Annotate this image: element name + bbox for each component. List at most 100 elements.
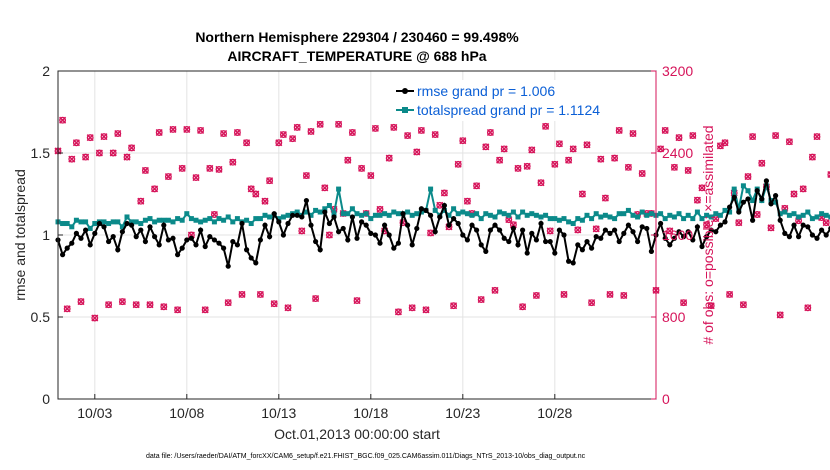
totalspread-point [809, 216, 815, 222]
obs-possible-marker [808, 153, 816, 161]
rmse-point [395, 240, 401, 246]
totalspread-point [248, 221, 254, 227]
obs-possible-marker [611, 154, 619, 162]
totalspread-point [257, 216, 263, 222]
rmse-point [257, 237, 263, 243]
rmse-point [345, 237, 351, 243]
totalspread-point [823, 212, 829, 218]
rmse-point [510, 225, 516, 232]
rmse-point [248, 255, 254, 261]
totalspread-point [455, 211, 461, 217]
rmse-point [612, 227, 618, 233]
obs-assimilated-marker [132, 301, 140, 309]
totalspread-point [432, 207, 438, 213]
obs-assimilated-marker [404, 132, 412, 140]
obs-assimilated-marker [666, 227, 674, 235]
rmse-point [147, 224, 153, 230]
obs-assimilated-marker [822, 219, 830, 227]
y-tick-label-left: 0.5 [31, 309, 51, 325]
obs-assimilated-marker [141, 166, 149, 174]
obs-assimilated-marker [670, 163, 678, 171]
obs-possible-marker [192, 174, 200, 182]
y-tick-label-left: 0 [42, 391, 50, 407]
obs-assimilated-marker [790, 190, 798, 198]
obs-possible-marker [532, 292, 540, 299]
obs-assimilated-marker [703, 221, 711, 229]
obs-assimilated-marker [275, 139, 283, 147]
obs-assimilated-marker [785, 138, 793, 146]
obs-possible-marker [776, 311, 784, 319]
obs-possible-marker [578, 190, 586, 198]
obs-assimilated-marker [615, 126, 623, 134]
obs-possible-marker [675, 134, 683, 142]
totalspread-point [340, 211, 346, 217]
obs-assimilated-marker [542, 122, 550, 130]
rmse-point [759, 196, 765, 202]
totalspread-point [409, 212, 415, 218]
obs-possible-marker [785, 138, 793, 146]
totalspread-point [441, 207, 447, 213]
rmse-point [308, 222, 314, 228]
obs-possible-marker [450, 302, 458, 310]
totalspread-point [359, 212, 365, 218]
rmse-point [129, 222, 135, 228]
obs-assimilated-marker [712, 215, 720, 223]
totalspread-point [101, 219, 107, 225]
totalspread-point [644, 212, 650, 218]
totalspread-point [138, 221, 144, 227]
obs-possible-marker [146, 301, 154, 309]
obs-possible-marker [689, 132, 697, 140]
rmse-point [349, 214, 355, 220]
totalspread-point [285, 212, 291, 218]
totalspread-point [635, 214, 641, 220]
obs-possible-marker [302, 172, 310, 179]
rmse-point [96, 220, 102, 227]
obs-assimilated-marker [767, 224, 775, 232]
obs-possible-marker [735, 219, 743, 227]
obs-possible-marker [229, 158, 237, 166]
totalspread-point [395, 211, 401, 217]
obs-possible-marker [721, 139, 729, 147]
obs-possible-marker [348, 129, 356, 136]
totalspread-point [520, 209, 526, 215]
obs-possible-marker [422, 306, 430, 314]
rmse-point [547, 238, 553, 245]
obs-assimilated-marker [151, 185, 159, 193]
obs-assimilated-marker [689, 132, 697, 140]
obs-assimilated-marker [390, 123, 398, 131]
x-axis-label: Oct.01,2013 00:00:00 start [274, 426, 440, 442]
rmse-point [184, 237, 190, 243]
obs-assimilated-marker [206, 164, 214, 172]
totalspread-point [745, 188, 751, 194]
rmse-point [754, 188, 760, 194]
obs-assimilated-marker [137, 197, 145, 205]
obs-possible-marker [744, 173, 752, 181]
legend: rmse grand pr = 1.006 totalspread grand … [391, 80, 651, 121]
totalspread-point [216, 216, 222, 222]
obs-assimilated-marker [551, 160, 559, 168]
obs-assimilated-marker [417, 126, 425, 134]
obs-possible-marker [560, 291, 568, 298]
obs-assimilated-marker [509, 221, 517, 229]
obs-assimilated-marker [118, 298, 126, 306]
obs-assimilated-marker [555, 140, 563, 148]
rmse-point [156, 242, 162, 248]
rmse-point [409, 242, 415, 248]
obs-assimilated-marker [514, 164, 522, 172]
totalspread-point [326, 202, 332, 208]
obs-assimilated-marker [289, 135, 297, 143]
obs-possible-marker [822, 219, 830, 227]
totalspread-point [717, 212, 723, 218]
rmse-point [221, 245, 227, 251]
totalspread-point [538, 214, 544, 220]
rmse-point [455, 220, 461, 227]
obs-possible-marker [169, 125, 177, 133]
rmse-point [377, 240, 383, 246]
obs-assimilated-marker [473, 182, 481, 190]
y-tick-label-left: 2 [42, 63, 50, 79]
obs-assimilated-marker [114, 129, 122, 138]
totalspread-point [731, 186, 737, 192]
obs-assimilated-marker [454, 160, 462, 168]
obs-assimilated-marker [284, 304, 292, 312]
obs-possible-marker [482, 143, 490, 151]
